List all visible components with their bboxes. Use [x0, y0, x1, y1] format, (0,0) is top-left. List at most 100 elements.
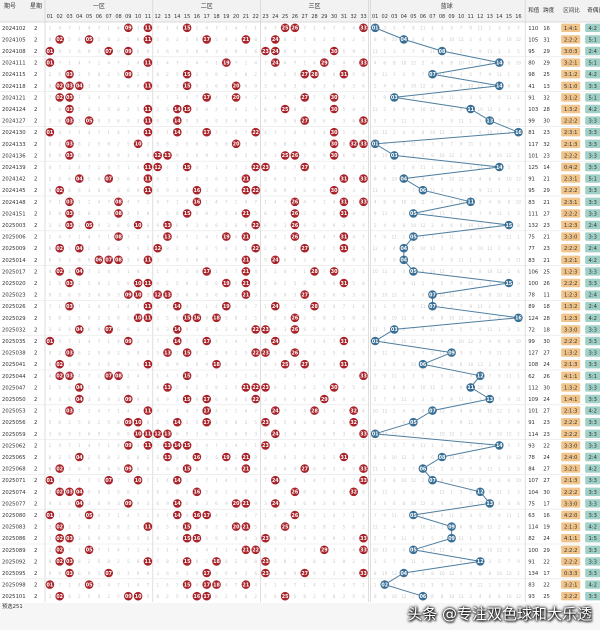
blue-miss-value: 10: [382, 153, 388, 158]
red-miss-value: 9: [352, 362, 355, 367]
red-miss-value: 1: [215, 478, 218, 483]
blue-miss-value: 12: [420, 223, 426, 228]
blue-miss-value: 11: [420, 165, 426, 170]
blue-miss-value: 1: [431, 165, 434, 170]
red-ball: [202, 568, 211, 578]
red-ball: [182, 533, 192, 543]
row-issue: 2024111: [2, 61, 26, 67]
red-miss-value: 5: [352, 176, 355, 181]
red-miss-value: 5: [186, 37, 189, 42]
blue-miss-value: 4: [412, 571, 415, 576]
blue-miss-value: 1: [374, 304, 377, 309]
red-miss-value: 3: [127, 258, 130, 263]
red-miss-value: 7: [235, 582, 238, 587]
blue-miss-value: 3: [450, 466, 453, 471]
red-miss-value: 1: [98, 165, 101, 170]
blue-miss-value: 3: [479, 258, 482, 263]
red-miss-value: 6: [254, 571, 257, 576]
red-miss-value: 8: [254, 142, 257, 147]
red-miss-value: 8: [205, 211, 208, 216]
red-miss-value: 2: [88, 559, 91, 564]
red-miss-value: 3: [166, 536, 169, 541]
row-span: 29: [543, 49, 550, 55]
red-miss-value: 7: [284, 304, 287, 309]
red-miss-value: 7: [58, 478, 61, 483]
red-miss-value: 4: [147, 339, 150, 344]
blue-miss-value: 2: [402, 153, 405, 158]
red-ball-number: 30: [331, 188, 338, 194]
red-miss-value: 4: [88, 130, 91, 135]
red-ball-number: 02: [56, 490, 63, 496]
red-ball: [271, 35, 280, 44]
red-miss-value: 2: [333, 211, 336, 216]
blue-miss-value: 10: [420, 385, 426, 390]
red-miss-value: 4: [362, 513, 365, 518]
red-miss-value: 2: [68, 316, 71, 321]
red-miss-value: 4: [352, 443, 355, 448]
red-miss-value: 7: [303, 339, 306, 344]
blue-ball-number: 01: [372, 339, 379, 345]
blue-miss-value: 5: [498, 559, 501, 564]
red-ball: [231, 522, 241, 531]
red-miss-value: 7: [362, 443, 365, 448]
red-miss-value: 1: [284, 443, 287, 448]
red-miss-value: 9: [254, 84, 257, 89]
red-miss-value: 8: [294, 420, 297, 425]
red-ball: [339, 243, 349, 253]
blue-miss-value: 7: [498, 258, 501, 263]
blue-miss-value: 4: [431, 200, 434, 205]
red-miss-value: 7: [343, 95, 346, 100]
red-ball: [359, 58, 368, 67]
red-miss-value: 9: [313, 84, 316, 89]
row-week: 2: [34, 130, 37, 136]
zone-ratio-badge: [561, 162, 581, 172]
row-week: 2: [34, 235, 37, 241]
red-miss-value: 5: [235, 281, 238, 286]
zone-ratio-badge: [561, 197, 581, 206]
blue-miss-value: 3: [488, 559, 491, 564]
red-miss-value: 7: [117, 165, 120, 170]
blue-miss-value: 1: [431, 582, 434, 587]
red-miss-value: 2: [215, 107, 218, 112]
red-ball-number: 31: [341, 234, 348, 240]
blue-miss-value: 10: [373, 548, 379, 553]
red-ball: [349, 417, 359, 427]
red-ball: [173, 116, 182, 125]
red-miss-value: 1: [196, 443, 199, 448]
red-miss-value: 9: [98, 223, 101, 228]
red-miss-value: 3: [68, 362, 71, 367]
row-issue: 2025047: [2, 385, 26, 391]
red-miss-value: 8: [117, 107, 120, 112]
red-miss-value: 2: [264, 246, 267, 251]
red-ball: [163, 290, 172, 299]
row-zone-ratio: 3:2:1: [564, 61, 577, 67]
red-miss-value: 5: [284, 420, 287, 425]
blue-miss-value: 8: [402, 501, 405, 506]
blue-miss-value: 11: [392, 513, 398, 518]
red-miss-value: 8: [215, 281, 218, 286]
red-miss-value: 1: [78, 339, 81, 344]
red-ball: [143, 81, 153, 91]
blue-miss-value: 10: [439, 153, 445, 158]
red-miss-value: 3: [313, 223, 316, 228]
red-miss-value: 6: [333, 397, 336, 402]
blue-miss-value: 5: [479, 513, 482, 518]
red-miss-value: 5: [117, 385, 120, 390]
red-miss-value: 4: [294, 548, 297, 553]
blue-miss-value: 5: [393, 582, 396, 587]
red-miss-value: 5: [196, 420, 199, 425]
blue-miss-value: 4: [402, 269, 405, 274]
red-ball-number: 22: [252, 397, 259, 403]
red-miss-value: 7: [254, 200, 257, 205]
red-miss-value: 3: [284, 223, 287, 228]
blue-miss-value: 6: [488, 316, 491, 321]
red-miss-value: 1: [156, 269, 159, 274]
row-span: 18: [543, 304, 550, 310]
red-miss-value: 9: [107, 397, 110, 402]
red-miss-value: 1: [323, 304, 326, 309]
row-zone-ratio: 1:3:2: [564, 107, 577, 113]
red-ball: [290, 232, 300, 241]
red-ball: [261, 441, 270, 450]
red-miss-value: 7: [88, 478, 91, 483]
row-sum: 127: [528, 351, 538, 357]
